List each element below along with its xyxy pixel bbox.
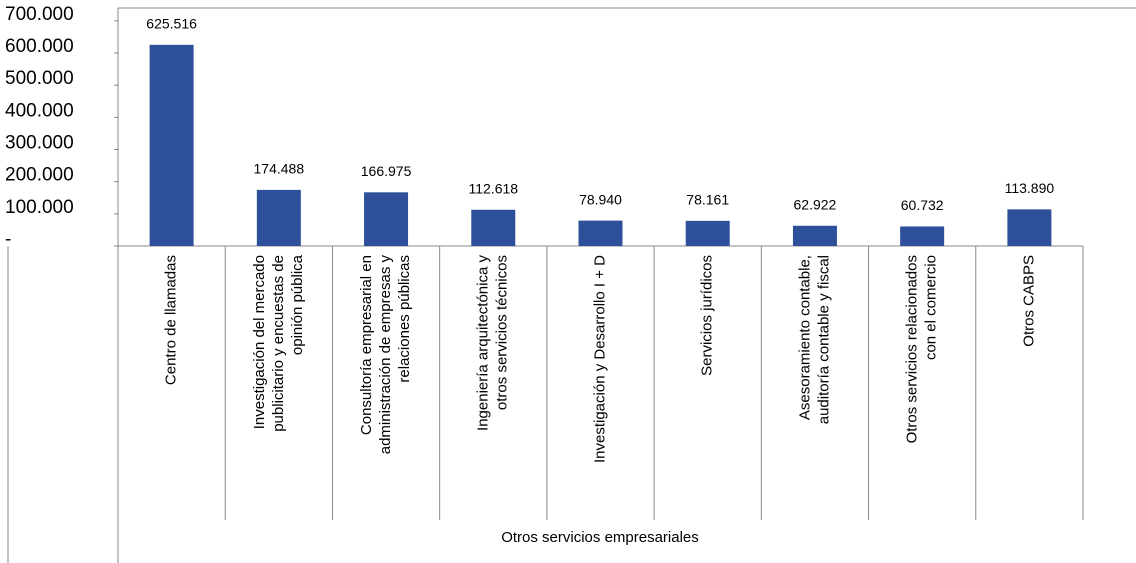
y-tick-label: 600.000 <box>5 36 74 57</box>
y-tick-label: 500.000 <box>5 68 74 89</box>
y-tick-label: 400.000 <box>5 100 74 121</box>
value-label: 78.161 <box>686 192 729 208</box>
x-tick-label: Investigación del mercado <box>251 255 268 429</box>
value-label: 62.922 <box>794 196 837 212</box>
y-tick-label: 700.000 <box>5 4 74 25</box>
bar <box>256 189 301 246</box>
x-tick-label: opinión pública <box>289 254 306 355</box>
x-tick-label: Otros CABPS <box>1020 255 1037 347</box>
bar <box>578 220 623 246</box>
value-label: 78.940 <box>579 191 622 207</box>
x-tick-label: relaciones públicas <box>396 255 413 383</box>
value-label: 60.732 <box>901 197 944 213</box>
bar <box>792 225 837 246</box>
value-label: 166.975 <box>361 163 412 179</box>
x-tick-label: Ingeniería arquitectónica y <box>475 255 492 431</box>
x-tick-label: Otros servicios relacionados <box>904 255 921 443</box>
x-tick-label: auditoría contable y fiscal <box>815 255 832 424</box>
y-tick-label: 300.000 <box>5 133 74 154</box>
y-tick-label: 200.000 <box>5 165 74 186</box>
value-label: 625.516 <box>146 16 197 32</box>
bar <box>149 44 194 247</box>
x-tick-label: Servicios jurídicos <box>699 255 716 376</box>
bar <box>900 226 945 246</box>
x-tick-label: administración de empresas y <box>377 255 394 455</box>
y-tick-label: 100.000 <box>5 197 74 218</box>
bar <box>685 220 730 246</box>
bar <box>471 209 516 246</box>
x-tick-label: Investigación y Desarrollo I + D <box>591 255 608 463</box>
x-group-label: Otros servicios empresariales <box>501 529 699 546</box>
x-tick-label: publicitario y encuestas de <box>270 255 287 432</box>
bar <box>1007 209 1052 246</box>
x-tick-label: Centro de llamadas <box>163 255 180 385</box>
value-label: 174.488 <box>254 161 305 177</box>
x-tick-label: otros servicios técnicos <box>494 255 511 410</box>
y-tick-label: - <box>5 229 11 250</box>
bar <box>364 192 409 246</box>
x-tick-label: Asesoramiento contable, <box>796 255 813 420</box>
x-tick-label: Consultoría empresarial en <box>358 255 375 435</box>
x-tick-label: con el comercio <box>923 255 940 360</box>
value-label: 113.890 <box>1005 180 1055 196</box>
value-label: 112.618 <box>468 180 518 196</box>
